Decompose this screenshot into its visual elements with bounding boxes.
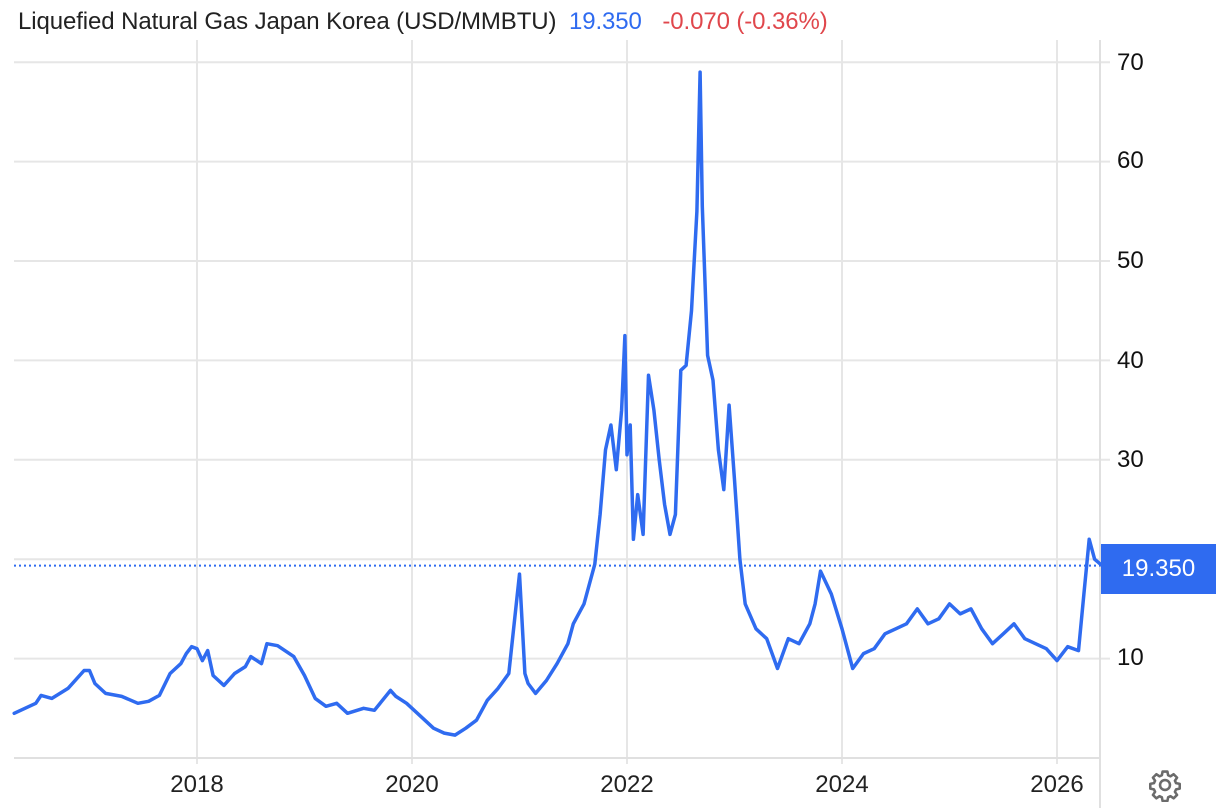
x-tick-2026: 2026 xyxy=(1030,771,1084,798)
price-change: -0.070 (-0.36%) xyxy=(662,8,828,35)
y-tick-10: 10 xyxy=(1117,644,1144,671)
x-tick-2024: 2024 xyxy=(815,771,869,798)
gear-icon[interactable] xyxy=(1148,768,1182,802)
chart-title: Liquefied Natural Gas Japan Korea (USD/M… xyxy=(18,8,557,35)
y-tick-50: 50 xyxy=(1117,247,1144,274)
x-tick-2022: 2022 xyxy=(600,771,654,798)
y-tick-30: 30 xyxy=(1117,446,1144,473)
last-value-badge: 19.350 xyxy=(1101,544,1216,594)
chart-header: Liquefied Natural Gas Japan Korea (USD/M… xyxy=(18,8,828,36)
x-tick-2020: 2020 xyxy=(385,771,439,798)
y-tick-40: 40 xyxy=(1117,347,1144,374)
grid-lines xyxy=(14,40,1110,764)
y-tick-60: 60 xyxy=(1117,147,1144,174)
x-tick-2018: 2018 xyxy=(170,771,224,798)
y-tick-70: 70 xyxy=(1117,49,1144,76)
current-price: 19.350 xyxy=(568,8,642,35)
price-series-line[interactable] xyxy=(12,70,1104,737)
